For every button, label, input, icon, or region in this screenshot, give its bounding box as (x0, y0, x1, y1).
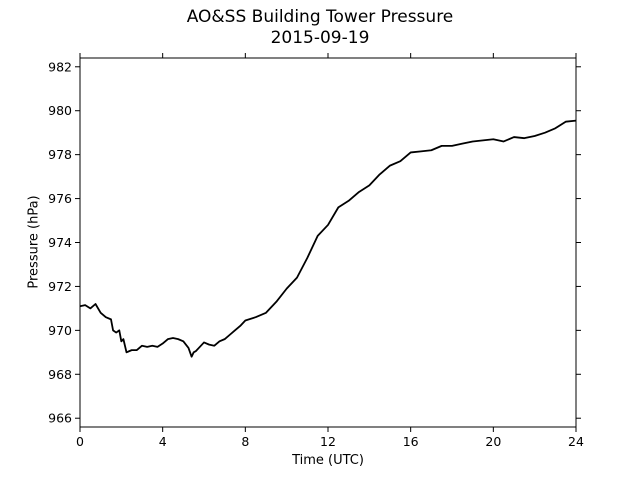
y-tick-label: 966 (48, 411, 72, 426)
y-tick-label: 976 (48, 191, 72, 206)
x-axis: 0 4 8 12 16 20 24 (76, 53, 584, 449)
chart-title: AO&SS Building Tower Pressure (186, 7, 454, 27)
x-tick-label: 20 (485, 434, 501, 449)
chart-subtitle: 2015-09-19 (270, 28, 370, 48)
x-tick-label: 8 (241, 434, 249, 449)
plot-area (79, 57, 577, 428)
y-tick-label: 980 (48, 103, 72, 118)
x-tick-label: 12 (320, 434, 336, 449)
x-tick-label: 16 (403, 434, 419, 449)
y-axis: 966 968 970 972 974 976 978 980 982 (48, 59, 581, 426)
y-tick-label: 968 (48, 367, 72, 382)
x-tick-label: 24 (568, 434, 584, 449)
y-tick-label: 970 (48, 323, 72, 338)
y-tick-label: 982 (48, 59, 72, 74)
x-axis-label: Time (UTC) (292, 453, 364, 468)
y-axis-label: Pressure (hPa) (26, 195, 42, 289)
y-tick-label: 972 (48, 279, 72, 294)
x-tick-label: 0 (76, 434, 84, 449)
x-tick-label: 4 (159, 434, 167, 449)
y-tick-label: 974 (48, 235, 72, 250)
y-tick-label: 978 (48, 147, 72, 162)
pressure-series-line (79, 119, 577, 358)
